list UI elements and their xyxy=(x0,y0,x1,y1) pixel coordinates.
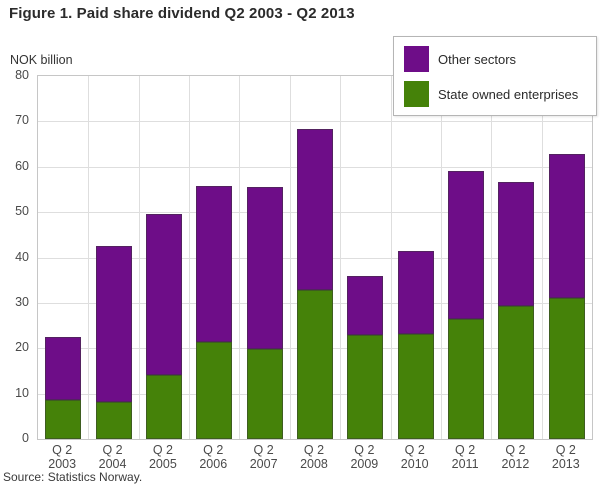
x-tick-quarter: Q 2 xyxy=(152,443,173,457)
legend-item-other-sectors: Other sectors xyxy=(404,46,586,72)
bar-segment-state-owned-enterprises xyxy=(448,319,485,439)
x-tick-label: Q 2 2012 xyxy=(490,443,540,471)
bar-segment-other-sectors xyxy=(45,336,82,401)
x-tick-label: Q 2 2009 xyxy=(339,443,389,471)
gridline-vertical xyxy=(340,76,342,439)
bar-segment-state-owned-enterprises xyxy=(397,333,434,439)
x-tick-year: 2013 xyxy=(551,457,580,471)
bar-segment-state-owned-enterprises xyxy=(145,375,182,439)
x-tick-year: 2003 xyxy=(48,457,77,471)
y-tick-label: 20 xyxy=(15,340,29,355)
x-tick-quarter: Q 2 xyxy=(404,443,425,457)
gridline-vertical xyxy=(491,76,493,439)
source-note: Source: Statistics Norway. xyxy=(3,470,143,484)
bar-segment-state-owned-enterprises xyxy=(548,298,585,439)
legend: Other sectors State owned enterprises xyxy=(393,36,597,116)
x-tick-label: Q 2 2003 xyxy=(37,443,87,471)
y-axis-unit-label: NOK billion xyxy=(10,53,73,67)
bar-segment-state-owned-enterprises xyxy=(196,341,233,439)
x-tick-quarter: Q 2 xyxy=(52,443,73,457)
y-tick-label: 30 xyxy=(15,294,29,309)
bar-segment-other-sectors xyxy=(397,250,434,334)
bar-segment-state-owned-enterprises xyxy=(246,348,283,439)
legend-item-label: State owned enterprises xyxy=(438,86,579,102)
x-tick-year: 2010 xyxy=(400,457,429,471)
bar-segment-other-sectors xyxy=(297,128,333,290)
gridline-vertical xyxy=(541,76,543,439)
x-tick-year: 2009 xyxy=(350,457,379,471)
legend-item-label: Other sectors xyxy=(438,51,517,67)
gridline-vertical xyxy=(239,76,241,439)
x-tick-quarter: Q 2 xyxy=(455,443,476,457)
y-tick-label: 60 xyxy=(15,158,29,173)
x-tick-label: Q 2 2008 xyxy=(289,443,339,471)
x-tick-label: Q 2 2010 xyxy=(390,443,440,471)
state-owned-enterprises-swatch-icon xyxy=(404,81,429,107)
gridline-vertical xyxy=(390,76,392,439)
gridline-vertical xyxy=(138,76,140,439)
bar-segment-other-sectors xyxy=(95,246,132,402)
x-tick-year: 2008 xyxy=(300,457,328,471)
bar-segment-state-owned-enterprises xyxy=(297,289,333,439)
y-tick-label: 80 xyxy=(15,68,29,82)
bar-segment-other-sectors xyxy=(498,181,535,306)
bar-segment-state-owned-enterprises xyxy=(45,400,82,439)
x-tick-year: 2011 xyxy=(451,457,479,471)
x-tick-year: 2004 xyxy=(98,457,127,471)
x-tick-quarter: Q 2 xyxy=(354,443,375,457)
bar-segment-other-sectors xyxy=(246,186,283,349)
x-tick-label: Q 2 2013 xyxy=(541,443,591,471)
x-tick-label: Q 2 2005 xyxy=(138,443,188,471)
bar-segment-other-sectors xyxy=(548,154,585,299)
bar-segment-state-owned-enterprises xyxy=(498,305,535,439)
gridline-vertical xyxy=(88,76,90,439)
plot-area xyxy=(37,75,593,440)
x-tick-label: Q 2 2004 xyxy=(87,443,137,471)
x-tick-year: 2005 xyxy=(148,457,177,471)
x-tick-label: Q 2 2007 xyxy=(238,443,288,471)
bar-segment-other-sectors xyxy=(347,275,384,335)
other-sectors-swatch-icon xyxy=(404,46,429,72)
x-axis: Q 2 2003 Q 2 2004 Q 2 2005 Q 2 2006 Q 2 2007 Q 2 20… xyxy=(37,443,593,473)
y-tick-label: 0 xyxy=(22,431,29,445)
x-tick-year: 2012 xyxy=(501,457,530,471)
y-axis: 0 10 20 30 40 50 60 70 80 xyxy=(0,68,32,445)
y-tick-label: 70 xyxy=(15,113,29,128)
y-tick-label: 50 xyxy=(15,204,29,219)
gridline-horizontal xyxy=(38,121,592,123)
y-tick-label: 40 xyxy=(15,249,29,264)
gridline-vertical xyxy=(189,76,191,439)
x-tick-quarter: Q 2 xyxy=(505,443,526,457)
bar-segment-other-sectors xyxy=(448,171,485,320)
y-tick-label: 10 xyxy=(15,385,29,400)
x-tick-quarter: Q 2 xyxy=(555,443,576,457)
figure-title: Figure 1. Paid share dividend Q2 2003 - … xyxy=(9,5,355,22)
x-tick-year: 2006 xyxy=(199,457,228,471)
x-tick-label: Q 2 2011 xyxy=(440,443,490,471)
x-tick-quarter: Q 2 xyxy=(253,443,274,457)
x-tick-quarter: Q 2 xyxy=(303,443,325,457)
x-tick-quarter: Q 2 xyxy=(102,443,123,457)
x-tick-year: 2007 xyxy=(249,457,278,471)
bar-segment-state-owned-enterprises xyxy=(347,334,384,439)
bar-segment-other-sectors xyxy=(196,186,233,342)
x-tick-quarter: Q 2 xyxy=(203,443,224,457)
legend-item-state-owned-enterprises: State owned enterprises xyxy=(404,81,586,107)
bar-segment-state-owned-enterprises xyxy=(95,401,132,439)
x-tick-label: Q 2 2006 xyxy=(188,443,238,471)
bar-segment-other-sectors xyxy=(145,214,182,376)
gridline-vertical xyxy=(440,76,442,439)
gridline-vertical xyxy=(289,76,291,439)
